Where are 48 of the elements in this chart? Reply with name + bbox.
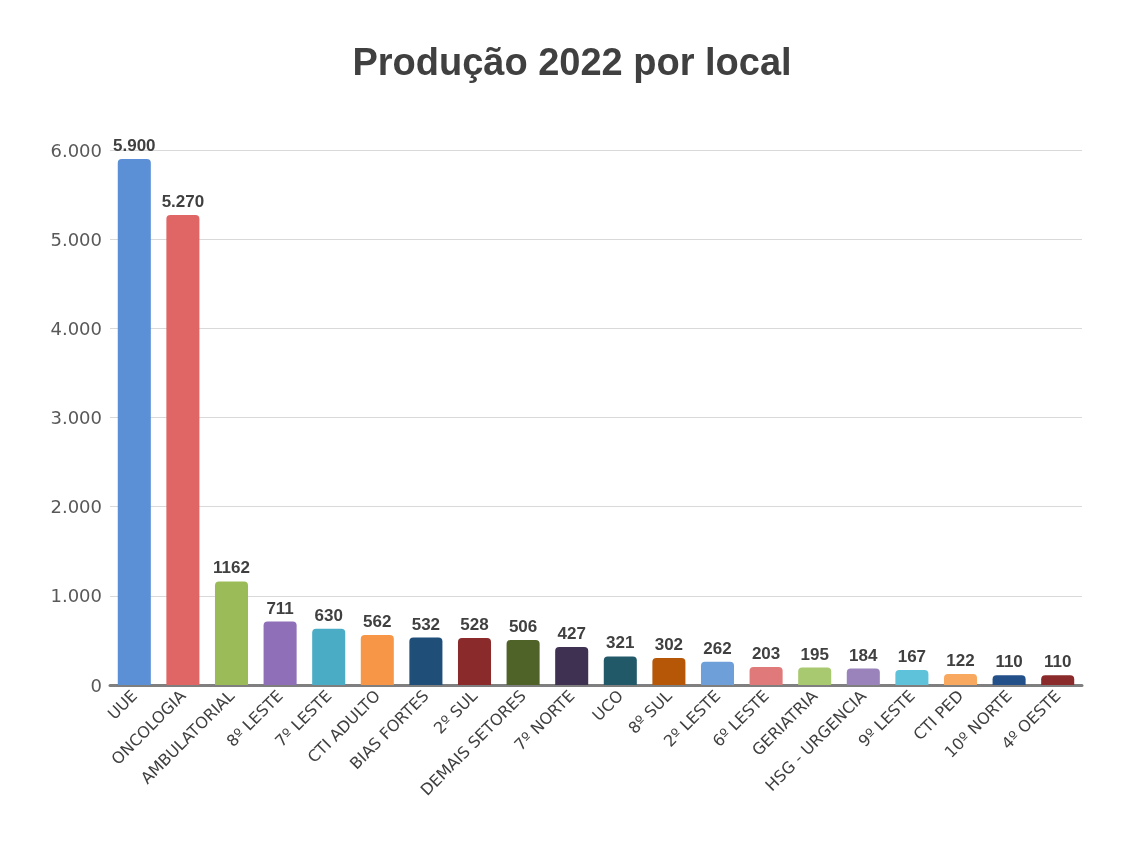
bar xyxy=(603,656,637,685)
data-label: 528 xyxy=(460,614,489,634)
data-label: 203 xyxy=(751,643,781,663)
bar xyxy=(214,581,249,685)
bar xyxy=(117,158,151,685)
bar xyxy=(652,658,686,685)
y-tick-label: 5.000 xyxy=(50,228,102,250)
bar xyxy=(943,674,978,685)
data-label: 5.270 xyxy=(161,192,205,212)
data-label: 122 xyxy=(946,651,975,671)
bar xyxy=(312,628,346,685)
y-tick-label: 4.000 xyxy=(50,317,102,339)
data-label: 562 xyxy=(363,611,392,631)
data-label: 302 xyxy=(654,635,684,655)
bar xyxy=(846,668,880,685)
data-label: 110 xyxy=(1043,652,1072,672)
bar xyxy=(992,675,1026,685)
y-tick-label: 0 xyxy=(90,674,102,696)
bar xyxy=(263,621,297,685)
bar xyxy=(749,666,783,685)
bar xyxy=(457,637,492,685)
bar xyxy=(360,634,394,685)
y-tick-label: 1.000 xyxy=(50,585,102,607)
y-tick-label: 2.000 xyxy=(50,496,102,518)
data-label: 630 xyxy=(314,605,343,625)
data-label: 195 xyxy=(800,644,829,664)
data-label: 184 xyxy=(849,645,879,665)
bar xyxy=(555,646,589,685)
bar xyxy=(166,215,200,685)
data-label: 532 xyxy=(411,614,441,634)
chart-title: Produção 2022 por local xyxy=(352,41,792,83)
y-tick-label: 6.000 xyxy=(50,139,102,161)
bar xyxy=(1041,675,1075,685)
data-label: 711 xyxy=(266,598,294,618)
data-label: 427 xyxy=(557,623,586,643)
data-label: 1162 xyxy=(213,558,250,578)
data-label: 262 xyxy=(703,638,732,658)
data-label: 321 xyxy=(606,633,635,653)
bar xyxy=(798,667,832,685)
bar xyxy=(895,670,929,685)
data-label: 167 xyxy=(897,647,927,667)
data-label: 506 xyxy=(508,616,538,636)
data-label: 110 xyxy=(995,652,1023,672)
bar xyxy=(506,639,540,685)
bar xyxy=(700,661,735,685)
y-tick-label: 3.000 xyxy=(50,407,102,428)
bar xyxy=(409,637,443,685)
data-label: 5.900 xyxy=(113,135,156,155)
